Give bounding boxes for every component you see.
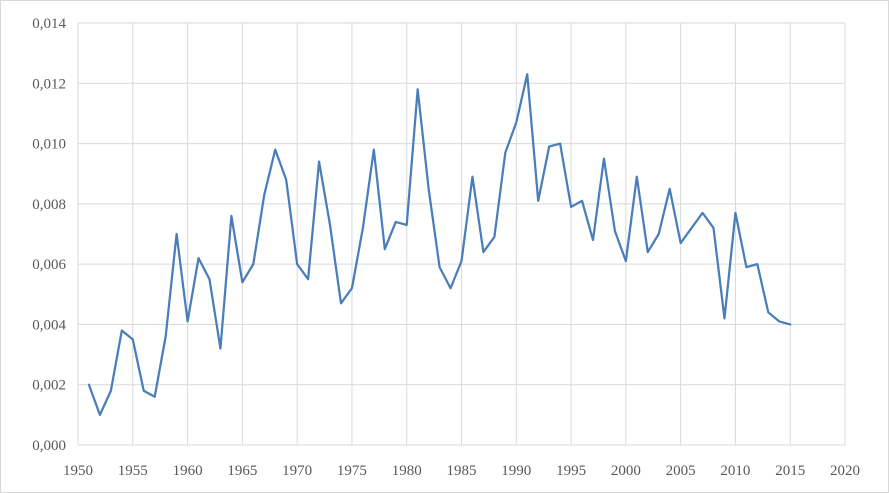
x-tick-label: 2010 [720, 463, 750, 479]
x-tick-label: 1975 [337, 463, 367, 479]
y-tick-label: 0,012 [32, 76, 66, 92]
grid [78, 22, 846, 445]
y-tick-label: 0,004 [32, 317, 66, 333]
y-tick-label: 0,002 [32, 378, 66, 394]
x-tick-label: 2020 [830, 463, 860, 479]
x-tick-label: 1950 [63, 463, 93, 479]
x-tick-label: 1970 [282, 463, 312, 479]
x-tick-label: 2015 [775, 463, 805, 479]
y-tick-label: 0,014 [32, 16, 66, 32]
x-tick-label: 2005 [666, 463, 696, 479]
x-tick-label: 1955 [118, 463, 148, 479]
x-tick-label: 1965 [227, 463, 257, 479]
series-line [87, 73, 792, 416]
x-tick-label: 1980 [392, 463, 422, 479]
series-layer [87, 73, 792, 416]
y-tick-label: 0,000 [32, 438, 66, 454]
x-tick-label: 1990 [501, 463, 531, 479]
x-tick-label: 1960 [173, 463, 203, 479]
tick-labels: 0,000 0,002 0,004 0,006 0,008 0,010 0,012 0,014… [32, 16, 860, 479]
y-tick-label: 0,006 [32, 257, 66, 273]
y-tick-label: 0,010 [32, 137, 66, 153]
y-tick-label: 0,008 [32, 197, 66, 213]
x-tick-label: 1985 [447, 463, 477, 479]
x-tick-label: 1995 [556, 463, 586, 479]
x-tick-label: 2000 [611, 463, 641, 479]
axes [77, 23, 845, 446]
